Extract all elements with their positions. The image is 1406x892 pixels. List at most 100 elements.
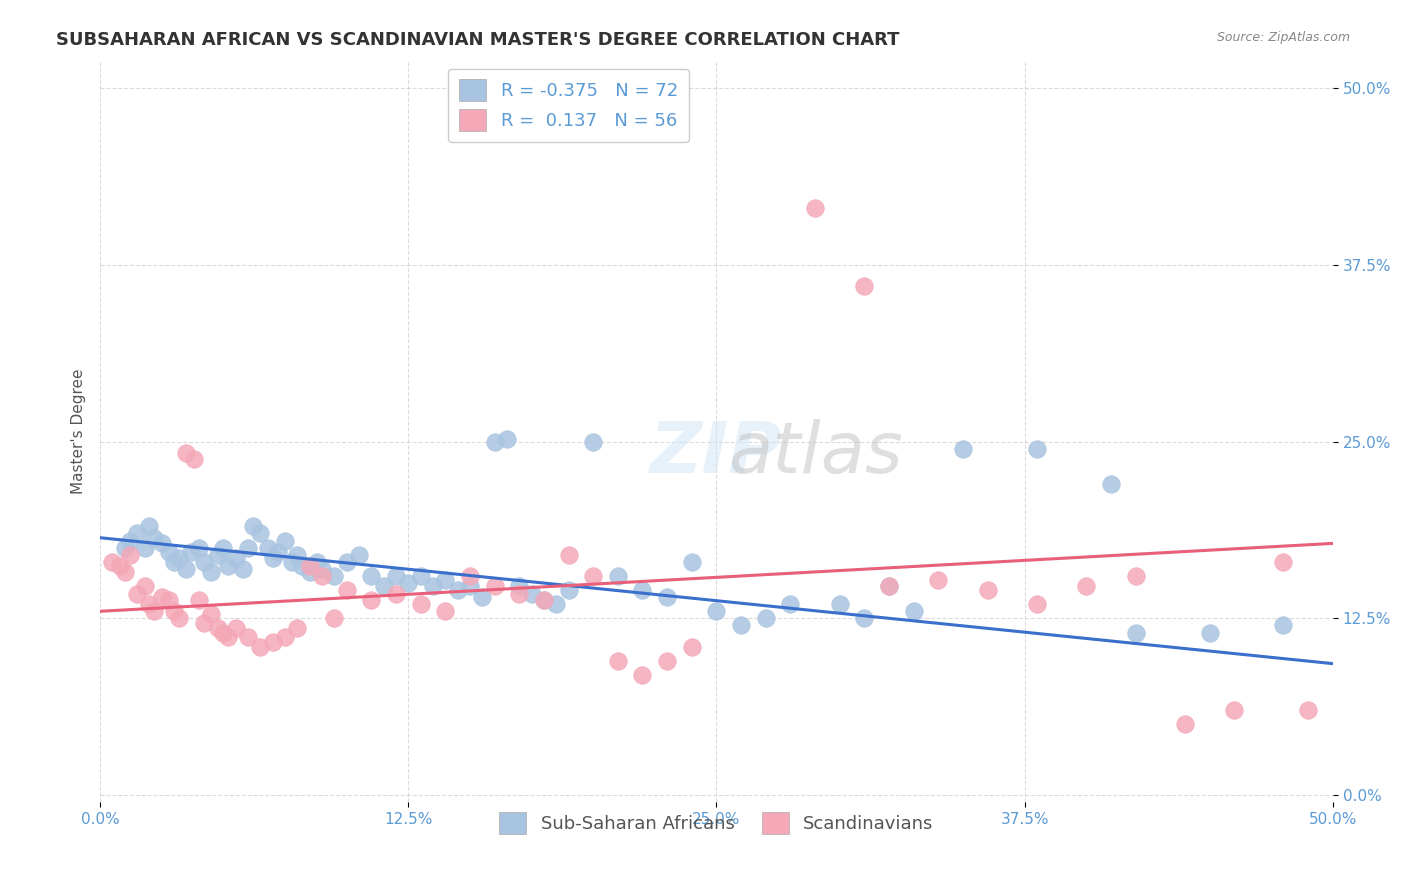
Point: [101, 555, 124, 569]
Point: [256, 541, 278, 555]
Point: [311, 562, 333, 576]
Point: [434, 604, 457, 618]
Point: [176, 562, 198, 576]
Point: [143, 604, 166, 618]
Point: [236, 541, 259, 555]
Point: [225, 550, 247, 565]
Point: [108, 559, 131, 574]
Point: [508, 579, 530, 593]
Point: [193, 615, 215, 630]
Point: [681, 555, 703, 569]
Point: [298, 565, 321, 579]
Point: [804, 201, 827, 215]
Point: [242, 519, 264, 533]
Point: [249, 640, 271, 654]
Point: [877, 579, 900, 593]
Point: [207, 548, 229, 562]
Point: [138, 597, 160, 611]
Point: [163, 555, 186, 569]
Point: [193, 555, 215, 569]
Point: [167, 611, 190, 625]
Point: [138, 519, 160, 533]
Point: [311, 569, 333, 583]
Point: [176, 446, 198, 460]
Point: [976, 583, 998, 598]
Point: [657, 590, 679, 604]
Point: [385, 569, 408, 583]
Text: atlas: atlas: [728, 418, 903, 488]
Point: [520, 587, 543, 601]
Point: [496, 432, 519, 446]
Point: [484, 579, 506, 593]
Point: [183, 451, 205, 466]
Point: [127, 587, 149, 601]
Point: [200, 607, 222, 621]
Point: [422, 579, 444, 593]
Point: [127, 526, 149, 541]
Point: [373, 579, 395, 593]
Point: [458, 569, 481, 583]
Point: [434, 573, 457, 587]
Text: SUBSAHARAN AFRICAN VS SCANDINAVIAN MASTER'S DEGREE CORRELATION CHART: SUBSAHARAN AFRICAN VS SCANDINAVIAN MASTE…: [56, 31, 900, 49]
Y-axis label: Master's Degree: Master's Degree: [72, 368, 86, 493]
Point: [212, 541, 235, 555]
Point: [167, 550, 190, 565]
Point: [187, 593, 209, 607]
Point: [225, 621, 247, 635]
Point: [1125, 625, 1147, 640]
Point: [232, 562, 254, 576]
Point: [1125, 569, 1147, 583]
Point: [249, 526, 271, 541]
Point: [533, 593, 555, 607]
Point: [285, 548, 308, 562]
Point: [631, 668, 654, 682]
Point: [114, 541, 136, 555]
Point: [134, 579, 156, 593]
Point: [952, 442, 974, 456]
Point: [877, 579, 900, 593]
Point: [755, 611, 778, 625]
Text: ZIP: ZIP: [651, 418, 783, 488]
Point: [582, 434, 605, 449]
Point: [281, 555, 304, 569]
Point: [143, 531, 166, 545]
Point: [187, 541, 209, 555]
Point: [285, 621, 308, 635]
Point: [546, 597, 568, 611]
Point: [853, 611, 876, 625]
Point: [606, 654, 628, 668]
Point: [828, 597, 851, 611]
Point: [236, 630, 259, 644]
Point: [157, 593, 180, 607]
Point: [730, 618, 752, 632]
Point: [681, 640, 703, 654]
Point: [274, 533, 297, 548]
Text: Source: ZipAtlas.com: Source: ZipAtlas.com: [1216, 31, 1350, 45]
Point: [446, 583, 468, 598]
Point: [217, 630, 239, 644]
Point: [409, 569, 432, 583]
Point: [118, 548, 141, 562]
Point: [298, 559, 321, 574]
Point: [1026, 597, 1049, 611]
Point: [262, 550, 284, 565]
Point: [217, 559, 239, 574]
Point: [336, 555, 359, 569]
Point: [157, 545, 180, 559]
Point: [200, 565, 222, 579]
Point: [484, 434, 506, 449]
Point: [1272, 618, 1295, 632]
Point: [1026, 442, 1049, 456]
Point: [163, 604, 186, 618]
Point: [631, 583, 654, 598]
Point: [1076, 579, 1098, 593]
Point: [853, 279, 876, 293]
Point: [114, 565, 136, 579]
Point: [409, 597, 432, 611]
Point: [657, 654, 679, 668]
Point: [360, 569, 382, 583]
Point: [1099, 477, 1122, 491]
Point: [582, 569, 605, 583]
Point: [360, 593, 382, 607]
Point: [212, 625, 235, 640]
